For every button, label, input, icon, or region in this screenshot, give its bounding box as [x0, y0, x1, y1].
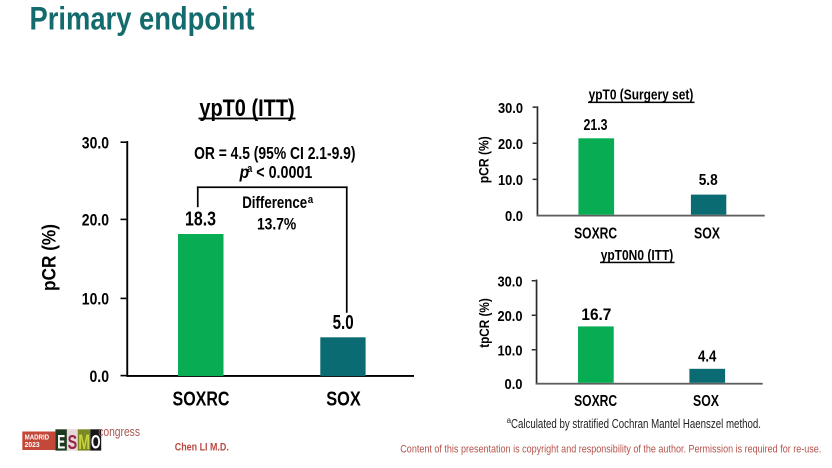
- svg-text:MADRID: MADRID: [25, 435, 49, 442]
- svg-text:18.3: 18.3: [185, 209, 216, 231]
- svg-text:a: a: [247, 163, 253, 175]
- svg-text:< 0.0001: < 0.0001: [256, 162, 312, 182]
- svg-text:2023: 2023: [25, 442, 40, 449]
- svg-text:pCR (%): pCR (%): [476, 136, 492, 183]
- svg-text:0.0: 0.0: [90, 367, 110, 386]
- svg-text:0.0: 0.0: [505, 208, 523, 225]
- svg-text:p: p: [239, 162, 250, 182]
- svg-text:Primary endpoint: Primary endpoint: [30, 0, 255, 36]
- svg-text:SOX: SOX: [326, 388, 361, 410]
- svg-text:13.7%: 13.7%: [257, 214, 296, 233]
- svg-text:SOXRC: SOXRC: [574, 393, 617, 410]
- svg-text:20.0: 20.0: [82, 211, 109, 230]
- svg-text:SOX: SOX: [694, 226, 721, 243]
- svg-text:S: S: [68, 432, 78, 454]
- svg-text:5.0: 5.0: [333, 312, 354, 334]
- svg-text:congress: congress: [98, 425, 140, 439]
- svg-text:16.7: 16.7: [581, 306, 611, 324]
- svg-text:ypT0 (ITT): ypT0 (ITT): [199, 95, 294, 122]
- svg-text:10.0: 10.0: [82, 290, 109, 309]
- svg-text:Calculated by stratified Cochr: Calculated by stratified Cochran Mantel …: [511, 417, 761, 431]
- svg-text:SOXRC: SOXRC: [574, 226, 617, 243]
- svg-text:30.0: 30.0: [82, 133, 109, 152]
- svg-text:SOXRC: SOXRC: [173, 388, 230, 410]
- svg-text:0.0: 0.0: [505, 376, 523, 393]
- svg-text:E: E: [57, 432, 65, 453]
- svg-text:tpCR (%): tpCR (%): [476, 298, 492, 348]
- svg-text:SOX: SOX: [693, 393, 720, 410]
- svg-text:Content of this presentation i: Content of this presentation is copyrigh…: [400, 444, 821, 456]
- svg-text:OR = 4.5 (95% CI 2.1-9.9): OR = 4.5 (95% CI 2.1-9.9): [194, 143, 355, 163]
- svg-text:O: O: [91, 432, 101, 453]
- svg-text:Difference: Difference: [242, 193, 307, 212]
- svg-text:ypT0 (Surgery set): ypT0 (Surgery set): [589, 86, 694, 103]
- svg-text:a: a: [507, 416, 512, 425]
- svg-text:4.4: 4.4: [698, 349, 717, 366]
- svg-text:30.0: 30.0: [498, 100, 523, 117]
- svg-text:20.0: 20.0: [498, 136, 523, 153]
- svg-text:M: M: [78, 431, 90, 454]
- svg-text:a: a: [308, 194, 314, 206]
- svg-text:5.8: 5.8: [699, 172, 718, 189]
- svg-text:21.3: 21.3: [584, 117, 608, 134]
- svg-text:20.0: 20.0: [498, 308, 523, 325]
- svg-text:pCR (%): pCR (%): [40, 224, 61, 291]
- svg-text:30.0: 30.0: [498, 273, 523, 290]
- svg-text:ypT0N0 (ITT): ypT0N0 (ITT): [601, 247, 674, 264]
- svg-text:10.0: 10.0: [498, 172, 523, 189]
- svg-text:Chen LI M.D.: Chen LI M.D.: [175, 442, 229, 454]
- svg-text:10.0: 10.0: [498, 342, 523, 359]
